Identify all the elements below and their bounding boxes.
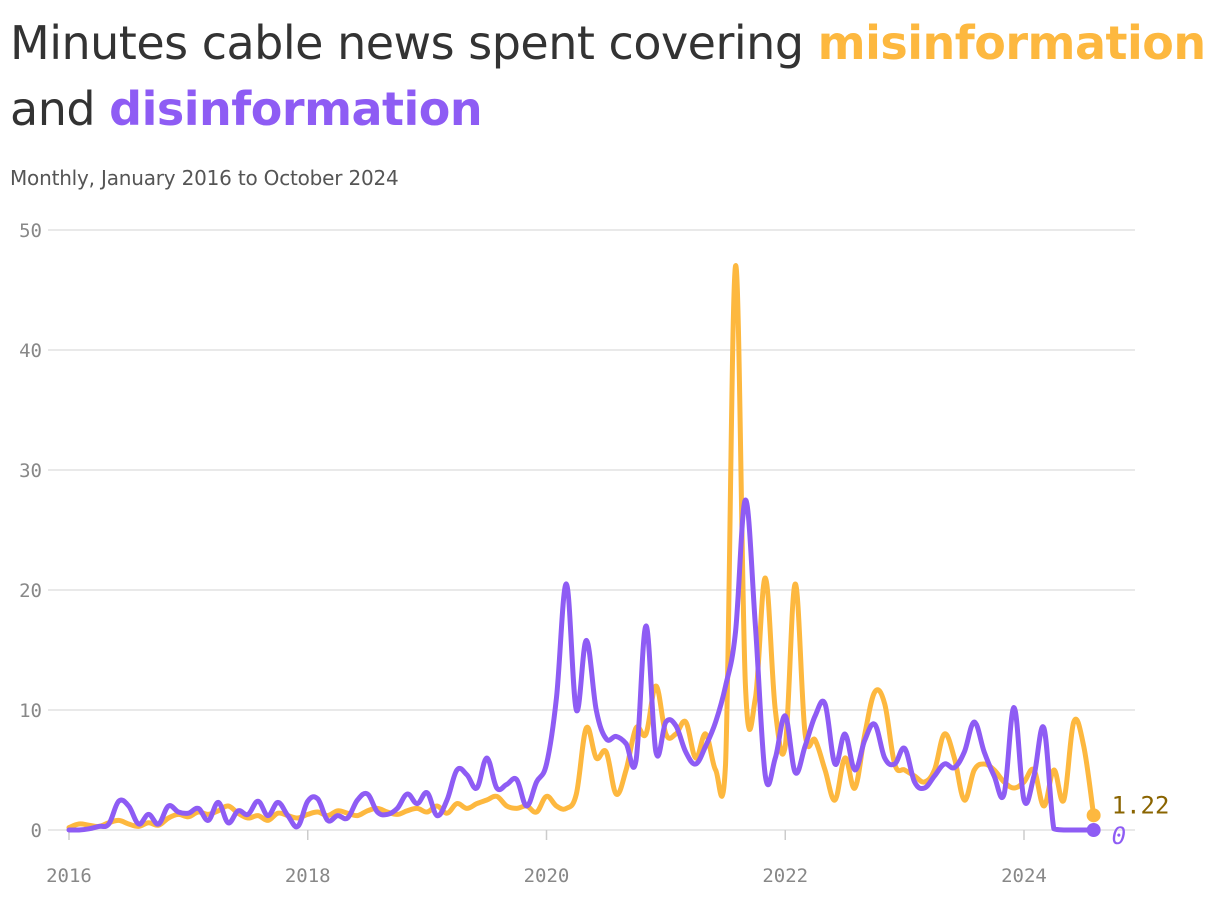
series-lines: [66, 263, 1097, 833]
end-label-misinformation: 1.22: [1112, 791, 1170, 819]
series-end-markers: 1.22 0: [1086, 791, 1170, 850]
y-tick-label: 30: [19, 460, 42, 482]
title-part-1: Minutes cable news spent covering: [10, 16, 804, 70]
chart-title: Minutes cable news spent covering misinf…: [10, 10, 1215, 142]
x-tick-label: 2016: [46, 865, 92, 887]
y-tick-label: 0: [31, 820, 42, 842]
grid-lines: [48, 229, 1135, 831]
y-tick-label: 20: [19, 580, 42, 602]
end-label-disinformation: 0: [1112, 822, 1126, 850]
y-tick-label: 10: [19, 700, 42, 722]
x-tick-label: 2018: [285, 865, 331, 887]
chart-subtitle: Monthly, January 2016 to October 2024: [10, 166, 399, 190]
y-tick-label: 50: [19, 220, 42, 242]
y-tick-label: 40: [19, 340, 42, 362]
title-term-disinformation: disinformation: [109, 82, 483, 136]
title-term-misinformation: misinformation: [817, 16, 1206, 70]
y-axis-ticks: 0 10 20 30 40 50: [19, 220, 42, 842]
series-line-disinformation: [66, 497, 1097, 833]
x-axis-ticks: 2016 2018 2020 2022 2024: [46, 830, 1047, 887]
x-tick-label: 2020: [524, 865, 570, 887]
end-dot-misinformation: [1086, 808, 1101, 823]
x-tick-label: 2022: [762, 865, 808, 887]
end-dot-disinformation: [1086, 823, 1101, 837]
title-part-2: and: [10, 82, 96, 136]
x-tick-label: 2024: [1001, 865, 1047, 887]
